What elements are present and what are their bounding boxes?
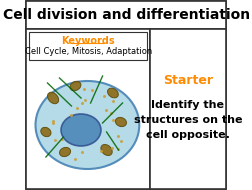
Ellipse shape	[47, 92, 58, 104]
Text: Starter: Starter	[162, 74, 212, 86]
Ellipse shape	[41, 127, 51, 137]
Ellipse shape	[59, 147, 70, 157]
Text: Cell Cycle, Mitosis, Adaptation: Cell Cycle, Mitosis, Adaptation	[24, 48, 151, 56]
FancyBboxPatch shape	[26, 29, 149, 189]
Text: Cell division and differentiation: Cell division and differentiation	[3, 8, 249, 22]
Ellipse shape	[115, 117, 126, 127]
Text: Keywords: Keywords	[61, 36, 115, 46]
Ellipse shape	[61, 114, 101, 146]
Ellipse shape	[70, 81, 81, 91]
FancyBboxPatch shape	[29, 32, 147, 60]
FancyBboxPatch shape	[149, 29, 225, 189]
Ellipse shape	[101, 144, 112, 156]
Text: Identify the
structures on the
cell opposite.: Identify the structures on the cell oppo…	[133, 100, 241, 140]
FancyBboxPatch shape	[26, 1, 225, 29]
Ellipse shape	[107, 88, 118, 98]
Ellipse shape	[35, 81, 139, 169]
FancyBboxPatch shape	[26, 1, 225, 189]
